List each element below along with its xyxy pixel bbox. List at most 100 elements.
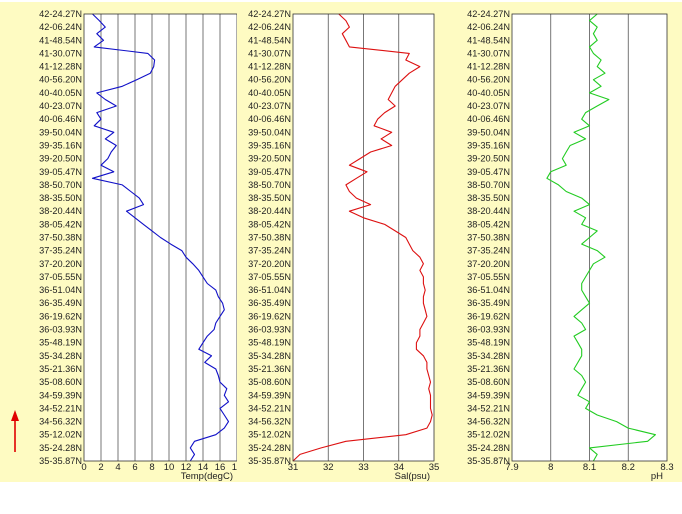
temp-y-tick-label: 37-20.20N [39,259,82,269]
ph-y-tick-label: 40-56.20N [467,75,510,85]
temp-y-tick-label: 37-50.38N [39,233,82,243]
temp-y-tick-label: 38-20.44N [39,206,82,216]
sal-y-tick-label: 39-50.04N [248,127,291,137]
temp-x-tick-label: 6 [132,462,137,473]
ph-y-tick-label: 34-52.21N [467,403,510,413]
ph-y-tick-label: 39-05.47N [467,167,510,177]
temp-x-tick-label: 12 [181,462,192,473]
ph-plot-frame [511,13,668,462]
ph-y-tick-label: 39-35.16N [467,140,510,150]
sal-y-tick-label: 37-50.38N [248,233,291,243]
temp-y-tick-label: 42-06.24N [39,22,82,32]
sal-y-tick-label: 35-21.36N [248,364,291,374]
sal-series-line [292,13,433,462]
ph-y-tick-label: 41-30.07N [467,48,510,58]
temp-y-tick-label: 40-06.46N [39,114,82,124]
up-arrow-icon [11,410,19,452]
ph-y-tick-label: 35-35.87N [467,456,510,466]
ph-y-tick-label: 41-48.54N [467,35,510,45]
ph-y-tick-label: 39-20.50N [467,154,510,164]
temp-y-tick-label: 34-56.32N [39,417,82,427]
sal-y-tick-label: 35-08.60N [248,377,291,387]
temp-y-tick-label: 35-48.19N [39,338,82,348]
temp-y-tick-label: 35-24.28N [39,443,82,453]
temp-y-tick-label: 37-35.24N [39,246,82,256]
sal-y-tick-label: 34-59.39N [248,390,291,400]
ph-x-tick-label: 8.3 [660,462,673,473]
sal-y-tick-label: 36-19.62N [248,311,291,321]
ph-y-tick-label: 40-23.07N [467,101,510,111]
ph-y-tick-label: 37-35.24N [467,246,510,256]
temp-y-tick-label: 35-34.28N [39,351,82,361]
sal-y-tick-label: 35-12.02N [248,430,291,440]
ph-y-tick-label: 38-05.42N [467,219,510,229]
ph-x-tick-label: 8.2 [622,462,635,473]
ph-y-tick-label: 42-06.24N [467,22,510,32]
ph-x-tick-label: 8.1 [583,462,596,473]
sal-y-tick-label: 40-56.20N [248,75,291,85]
sal-y-tick-label: 38-50.70N [248,180,291,190]
ph-y-tick-label: 37-50.38N [467,233,510,243]
sal-x-tick-label: 35 [429,462,440,473]
sal-y-tick-label: 41-12.28N [248,62,291,72]
temp-y-tick-label: 39-20.50N [39,154,82,164]
temp-x-tick-label: 4 [115,462,120,473]
temp-y-tick-label: 40-56.20N [39,75,82,85]
ph-y-tick-label: 42-24.27N [467,9,510,19]
temp-y-tick-label: 36-03.93N [39,325,82,335]
sal-y-tick-label: 38-05.42N [248,219,291,229]
ph-y-tick-label: 40-06.46N [467,114,510,124]
sal-y-tick-label: 40-40.05N [248,88,291,98]
temp-chart: 42-24.27N 42-06.24N 41-48.54N 41-30.07N 41-1… [0,2,242,482]
temp-x-tick-label: 8 [149,462,154,473]
ph-y-tick-label: 37-20.20N [467,259,510,269]
sal-y-tick-label: 42-24.27N [248,9,291,19]
sal-y-tick-label: 41-48.54N [248,35,291,45]
ph-x-axis-label: pH [651,471,663,482]
ph-y-tick-label: 37-05.55N [467,272,510,282]
temp-y-tick-label: 36-35.49N [39,298,82,308]
temp-y-tick-label: 37-05.55N [39,272,82,282]
sal-y-tick-label: 37-20.20N [248,259,291,269]
temp-x-tick-label: 0 [81,462,86,473]
sal-y-tick-label: 38-35.50N [248,193,291,203]
ph-x-tick-label: 7.9 [505,462,518,473]
temp-x-tick-label: 16 [215,462,226,473]
ph-x-tick-label: 8 [548,462,553,473]
sal-y-tick-label: 34-56.32N [248,417,291,427]
sal-y-tick-label: 35-48.19N [248,338,291,348]
temp-y-tick-label: 41-12.28N [39,62,82,72]
sal-y-tick-label: 42-06.24N [248,22,291,32]
temp-series-line [91,13,230,462]
ph-y-tick-label: 38-50.70N [467,180,510,190]
ph-y-tick-label: 34-59.39N [467,390,510,400]
temp-x-tick-label: 10 [164,462,175,473]
ph-y-tick-label: 35-34.28N [467,351,510,361]
temp-x-axis-label: Temp(degC) [181,471,233,482]
sal-y-tick-label: 36-35.49N [248,298,291,308]
sal-y-tick-label: 37-35.24N [248,246,291,256]
ph-y-tick-label: 35-24.28N [467,443,510,453]
sal-y-tick-label: 34-52.21N [248,403,291,413]
temp-y-tick-label: 41-48.54N [39,35,82,45]
temp-y-tick-label: 35-12.02N [39,430,82,440]
sal-y-tick-label: 35-35.87N [248,456,291,466]
temp-y-tick-label: 42-24.27N [39,9,82,19]
temp-y-tick-label: 36-51.04N [39,285,82,295]
ph-y-tick-label: 38-20.44N [467,206,510,216]
temp-y-tick-label: 34-59.39N [39,390,82,400]
temp-y-tick-label: 36-19.62N [39,311,82,321]
sal-y-tick-label: 39-35.16N [248,140,291,150]
temp-y-tick-label: 38-05.42N [39,219,82,229]
ph-y-tick-label: 39-50.04N [467,127,510,137]
ph-y-tick-label: 35-48.19N [467,338,510,348]
temp-y-tick-label: 35-35.87N [39,456,82,466]
temp-y-tick-label: 40-40.05N [39,88,82,98]
sal-chart: 42-24.27N 42-06.24N 41-48.54N 41-30.07N 41-1… [237,2,450,482]
sal-y-tick-label: 38-20.44N [248,206,291,216]
ph-y-tick-label: 35-12.02N [467,430,510,440]
sal-y-tick-label: 35-24.28N [248,443,291,453]
temp-y-tick-label: 39-05.47N [39,167,82,177]
ph-y-tick-label: 35-08.60N [467,377,510,387]
temp-y-tick-label: 35-21.36N [39,364,82,374]
